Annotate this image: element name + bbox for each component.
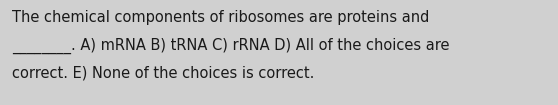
Text: ________. A) mRNA B) tRNA C) rRNA D) All of the choices are: ________. A) mRNA B) tRNA C) rRNA D) All… bbox=[12, 38, 450, 54]
Text: The chemical components of ribosomes are proteins and: The chemical components of ribosomes are… bbox=[12, 10, 429, 25]
Text: correct. E) None of the choices is correct.: correct. E) None of the choices is corre… bbox=[12, 66, 314, 81]
